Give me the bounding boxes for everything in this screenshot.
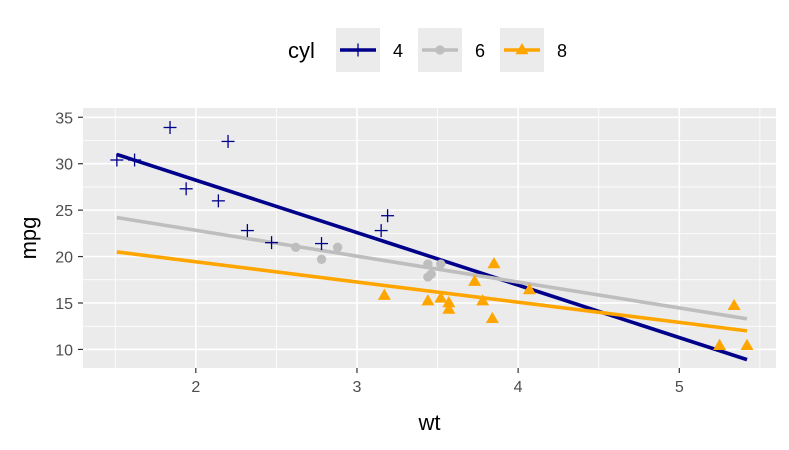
point-cyl-4 [163, 121, 177, 134]
point-cyl-8 [740, 338, 754, 350]
fit-line-cyl-4 [116, 152, 748, 362]
x-axis: 2 3 4 5 [191, 368, 684, 396]
legend-label-8: 8 [557, 41, 567, 61]
point-cyl-8 [442, 302, 456, 314]
point-cyl-8 [487, 257, 501, 269]
point-cyl-4 [374, 224, 388, 238]
point-cyl-4 [110, 153, 124, 167]
y-tick-label: 20 [55, 250, 73, 267]
point-cyl-4 [211, 194, 225, 208]
point-cyl-8 [476, 294, 490, 306]
point-cyl-4 [221, 134, 235, 148]
legend-key-marker-8 [515, 43, 529, 55]
point-cyl-4 [240, 224, 254, 238]
point-cyl-6 [426, 269, 436, 279]
point-cyl-4 [315, 237, 329, 251]
legend: cyl 4 6 8 [288, 28, 567, 72]
point-cyl-8 [468, 274, 482, 286]
y-tick-label: 35 [55, 110, 73, 127]
x-tick-label: 4 [514, 379, 523, 396]
point-cyl-6 [291, 242, 301, 252]
point-cyl-8 [442, 296, 456, 308]
legend-label-4: 4 [393, 41, 403, 61]
point-cyl-8 [485, 311, 499, 324]
legend-key-marker-6 [435, 45, 445, 55]
fit-line-cyl-6 [116, 215, 748, 321]
y-axis: 10 15 20 25 30 35 [55, 110, 83, 359]
y-tick-label: 30 [55, 157, 73, 174]
point-cyl-8 [421, 294, 435, 306]
fit-lines [116, 152, 748, 362]
point-cyl-8 [434, 291, 448, 303]
point-cyl-4 [128, 153, 142, 167]
legend-key-marker-4 [351, 43, 365, 57]
x-tick-label: 5 [675, 379, 684, 396]
x-tick-label: 2 [191, 379, 200, 396]
y-axis-title: mpg [16, 217, 41, 260]
point-cyl-4 [381, 209, 395, 223]
point-cyl-6 [332, 242, 343, 252]
x-tick-label: 3 [353, 379, 362, 396]
y-tick-label: 15 [55, 296, 73, 313]
legend-label-6: 6 [475, 41, 485, 61]
y-tick-label: 25 [55, 203, 73, 220]
point-cyl-8 [727, 298, 741, 311]
fit-line-cyl-8 [116, 250, 748, 333]
point-cyl-4 [179, 182, 193, 196]
plot-panel [83, 108, 776, 368]
point-cyl-8 [377, 288, 391, 300]
legend-title: cyl [288, 38, 315, 63]
y-tick-label: 10 [55, 342, 73, 359]
point-cyl-6 [436, 259, 446, 269]
point-cyl-8 [522, 283, 536, 295]
point-cyl-6 [423, 259, 433, 269]
point-cyl-8 [713, 338, 727, 350]
data-points [110, 121, 754, 350]
point-cyl-4 [265, 236, 279, 250]
x-axis-title: wt [418, 410, 441, 435]
point-cyl-6 [316, 254, 327, 265]
